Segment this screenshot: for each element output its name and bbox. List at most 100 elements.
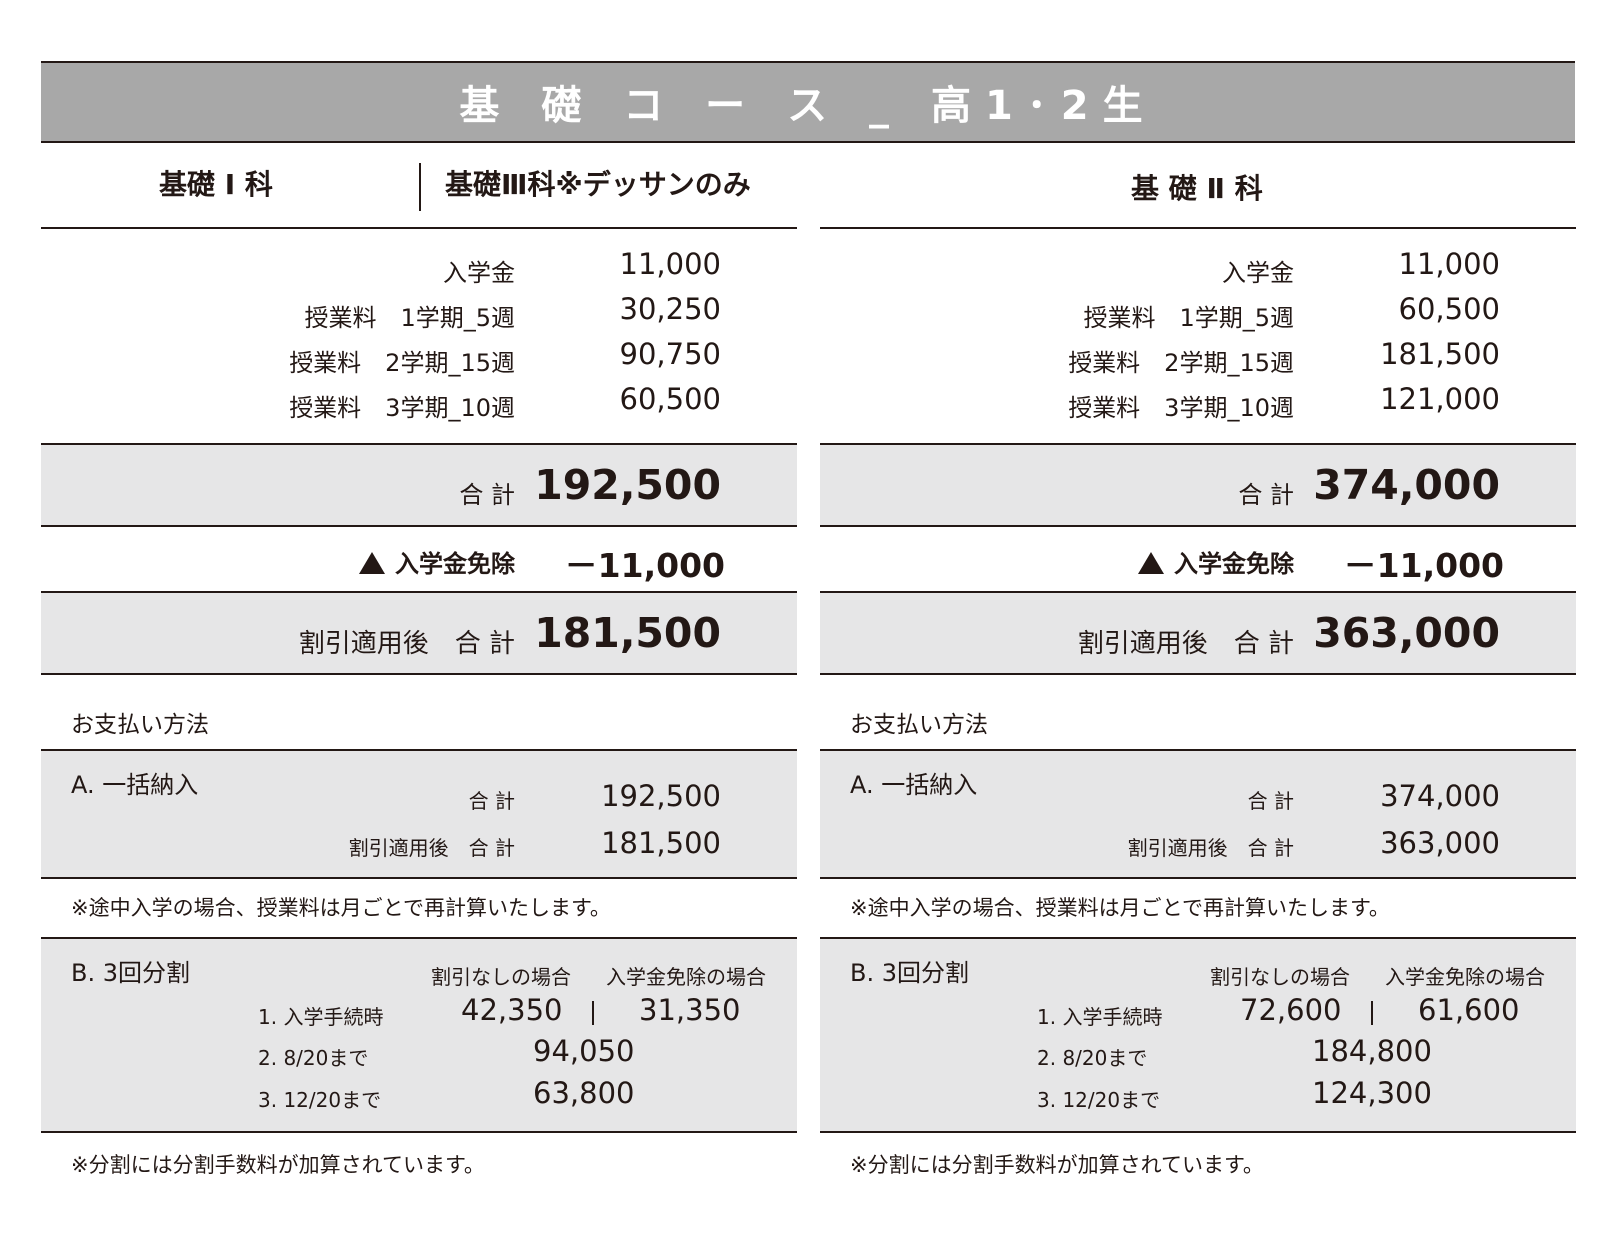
header-divider xyxy=(419,163,421,211)
fee-label: 入学金 xyxy=(1222,259,1294,287)
note-midterm: ※途中入学の場合、授業料は月ごとで再計算いたします。 xyxy=(41,879,797,937)
installment-label: 2. 8/20まで xyxy=(258,1046,369,1070)
a-after-value: 363,000 xyxy=(1380,826,1500,860)
course-title: 基 礎 コ ー ス _ 高1･2生 xyxy=(459,83,1157,129)
installment-value: 72,600 xyxy=(1240,993,1342,1027)
value-divider xyxy=(1371,1001,1373,1025)
fee-lines: 入学金 11,000 授業料 1学期_5週 60,500 授業料 2学期_15週… xyxy=(820,229,1576,443)
a-total-value: 192,500 xyxy=(601,779,721,813)
value-divider xyxy=(592,1001,594,1025)
course-name-2: 基 礎 Ⅱ 科 xyxy=(1131,172,1263,205)
installment-value: 63,800 xyxy=(533,1076,635,1110)
a-total-label: 合 計 xyxy=(468,789,515,813)
after-discount-band: 割引適用後 合 計 363,000 xyxy=(820,591,1576,675)
installment-value: 42,350 xyxy=(461,993,563,1027)
fee-line: 授業料 3学期_10週 121,000 xyxy=(820,382,1576,422)
lump-sum-title: A. 一括納入 xyxy=(71,771,199,799)
installment-value: 124,300 xyxy=(1312,1076,1432,1110)
installment-section: B. 3回分割 割引なしの場合 入学金免除の場合 1. 入学手続時 72,600… xyxy=(820,937,1576,1133)
note-text: ※分割には分割手数料が加算されています。 xyxy=(850,1153,1264,1177)
fee-value: 11,000 xyxy=(619,247,721,281)
total-value: 192,500 xyxy=(534,461,721,509)
installment-label: 3. 12/20まで xyxy=(258,1088,382,1112)
installment-value: 94,050 xyxy=(533,1034,635,1068)
fee-value: 121,000 xyxy=(1380,382,1500,416)
fee-value: 60,500 xyxy=(1398,292,1500,326)
note-text: ※途中入学の場合、授業料は月ごとで再計算いたします。 xyxy=(850,896,1390,920)
after-value: 181,500 xyxy=(534,609,721,657)
fee-line: 授業料 1学期_5週 30,250 xyxy=(41,292,797,332)
total-label: 合 計 xyxy=(459,481,515,509)
note-installment-fee: ※分割には分割手数料が加算されています。 xyxy=(41,1133,797,1191)
total-band: 合 計 374,000 xyxy=(820,443,1576,527)
installment-title: B. 3回分割 xyxy=(850,959,969,987)
lump-sum-section: A. 一括納入 合 計 192,500 割引適用後 合 計 181,500 xyxy=(41,749,797,879)
fee-line: 授業料 2学期_15週 181,500 xyxy=(820,337,1576,377)
fee-label: 授業料 3学期_10週 xyxy=(1068,394,1294,422)
course-name-3: 基礎Ⅲ科※デッサンのみ xyxy=(445,168,751,201)
fee-value: 11,000 xyxy=(1398,247,1500,281)
a-total-label: 合 計 xyxy=(1247,789,1294,813)
fee-value: 60,500 xyxy=(619,382,721,416)
note-midterm: ※途中入学の場合、授業料は月ごとで再計算いたします。 xyxy=(820,879,1576,937)
exempt-value: －11,000 xyxy=(564,546,725,585)
fee-line: 入学金 11,000 xyxy=(41,247,797,287)
fee-value: 30,250 xyxy=(619,292,721,326)
fee-line: 入学金 11,000 xyxy=(820,247,1576,287)
fee-line: 授業料 2学期_15週 90,750 xyxy=(41,337,797,377)
fee-line: 授業料 3学期_10週 60,500 xyxy=(41,382,797,422)
triangle-icon xyxy=(359,552,385,574)
installment-label: 3. 12/20まで xyxy=(1037,1088,1161,1112)
exempt-label: 入学金免除 xyxy=(1174,550,1294,578)
fee-label: 入学金 xyxy=(443,259,515,287)
fee-label: 授業料 2学期_15週 xyxy=(289,349,515,377)
payment-method-title: お支払い方法 xyxy=(41,675,797,749)
course-name-1: 基礎 Ⅰ 科 xyxy=(159,168,273,201)
fee-label: 授業料 2学期_15週 xyxy=(1068,349,1294,377)
a-after-label: 割引適用後 合 計 xyxy=(348,836,515,860)
exempt-row: 入学金免除 －11,000 xyxy=(820,527,1576,591)
triangle-icon xyxy=(1138,552,1164,574)
lump-sum-section: A. 一括納入 合 計 374,000 割引適用後 合 計 363,000 xyxy=(820,749,1576,879)
col-exempt: 入学金免除の場合 xyxy=(606,965,766,989)
exempt-value: －11,000 xyxy=(1343,546,1504,585)
total-label: 合 計 xyxy=(1238,481,1294,509)
after-discount-band: 割引適用後 合 計 181,500 xyxy=(41,591,797,675)
installment-label: 2. 8/20まで xyxy=(1037,1046,1148,1070)
fee-column-left: 基礎 Ⅰ 科 基礎Ⅲ科※デッサンのみ 入学金 11,000 授業料 1学期_5週… xyxy=(41,143,797,1191)
total-band: 合 計 192,500 xyxy=(41,443,797,527)
after-label: 割引適用後 合 計 xyxy=(1077,629,1294,659)
lump-sum-title: A. 一括納入 xyxy=(850,771,978,799)
fee-label: 授業料 1学期_5週 xyxy=(304,304,515,332)
installment-exempt-value: 31,350 xyxy=(639,993,741,1027)
note-text: ※途中入学の場合、授業料は月ごとで再計算いたします。 xyxy=(71,896,611,920)
column-header: 基礎 Ⅰ 科 基礎Ⅲ科※デッサンのみ xyxy=(41,143,797,229)
installment-label: 1. 入学手続時 xyxy=(1037,1005,1163,1029)
fee-lines: 入学金 11,000 授業料 1学期_5週 30,250 授業料 2学期_15週… xyxy=(41,229,797,443)
payment-title-text: お支払い方法 xyxy=(71,712,209,738)
note-installment-fee: ※分割には分割手数料が加算されています。 xyxy=(820,1133,1576,1191)
exempt-label: 入学金免除 xyxy=(395,550,515,578)
col-no-discount: 割引なしの場合 xyxy=(1210,965,1350,989)
payment-title-text: お支払い方法 xyxy=(850,712,988,738)
after-value: 363,000 xyxy=(1313,609,1500,657)
after-label: 割引適用後 合 計 xyxy=(298,629,515,659)
course-title-bar: 基 礎 コ ー ス _ 高1･2生 xyxy=(41,61,1575,143)
fee-line: 授業料 1学期_5週 60,500 xyxy=(820,292,1576,332)
a-total-value: 374,000 xyxy=(1380,779,1500,813)
col-no-discount: 割引なしの場合 xyxy=(431,965,571,989)
payment-method-title: お支払い方法 xyxy=(820,675,1576,749)
installment-value: 184,800 xyxy=(1312,1034,1432,1068)
installment-title: B. 3回分割 xyxy=(71,959,190,987)
fee-label: 授業料 1学期_5週 xyxy=(1083,304,1294,332)
note-text: ※分割には分割手数料が加算されています。 xyxy=(71,1153,485,1177)
a-after-label: 割引適用後 合 計 xyxy=(1127,836,1294,860)
col-exempt: 入学金免除の場合 xyxy=(1385,965,1545,989)
installment-exempt-value: 61,600 xyxy=(1418,993,1520,1027)
fee-label: 授業料 3学期_10週 xyxy=(289,394,515,422)
column-header: 基 礎 Ⅱ 科 xyxy=(820,143,1576,229)
installment-section: B. 3回分割 割引なしの場合 入学金免除の場合 1. 入学手続時 42,350… xyxy=(41,937,797,1133)
installment-label: 1. 入学手続時 xyxy=(258,1005,384,1029)
a-after-value: 181,500 xyxy=(601,826,721,860)
total-value: 374,000 xyxy=(1313,461,1500,509)
